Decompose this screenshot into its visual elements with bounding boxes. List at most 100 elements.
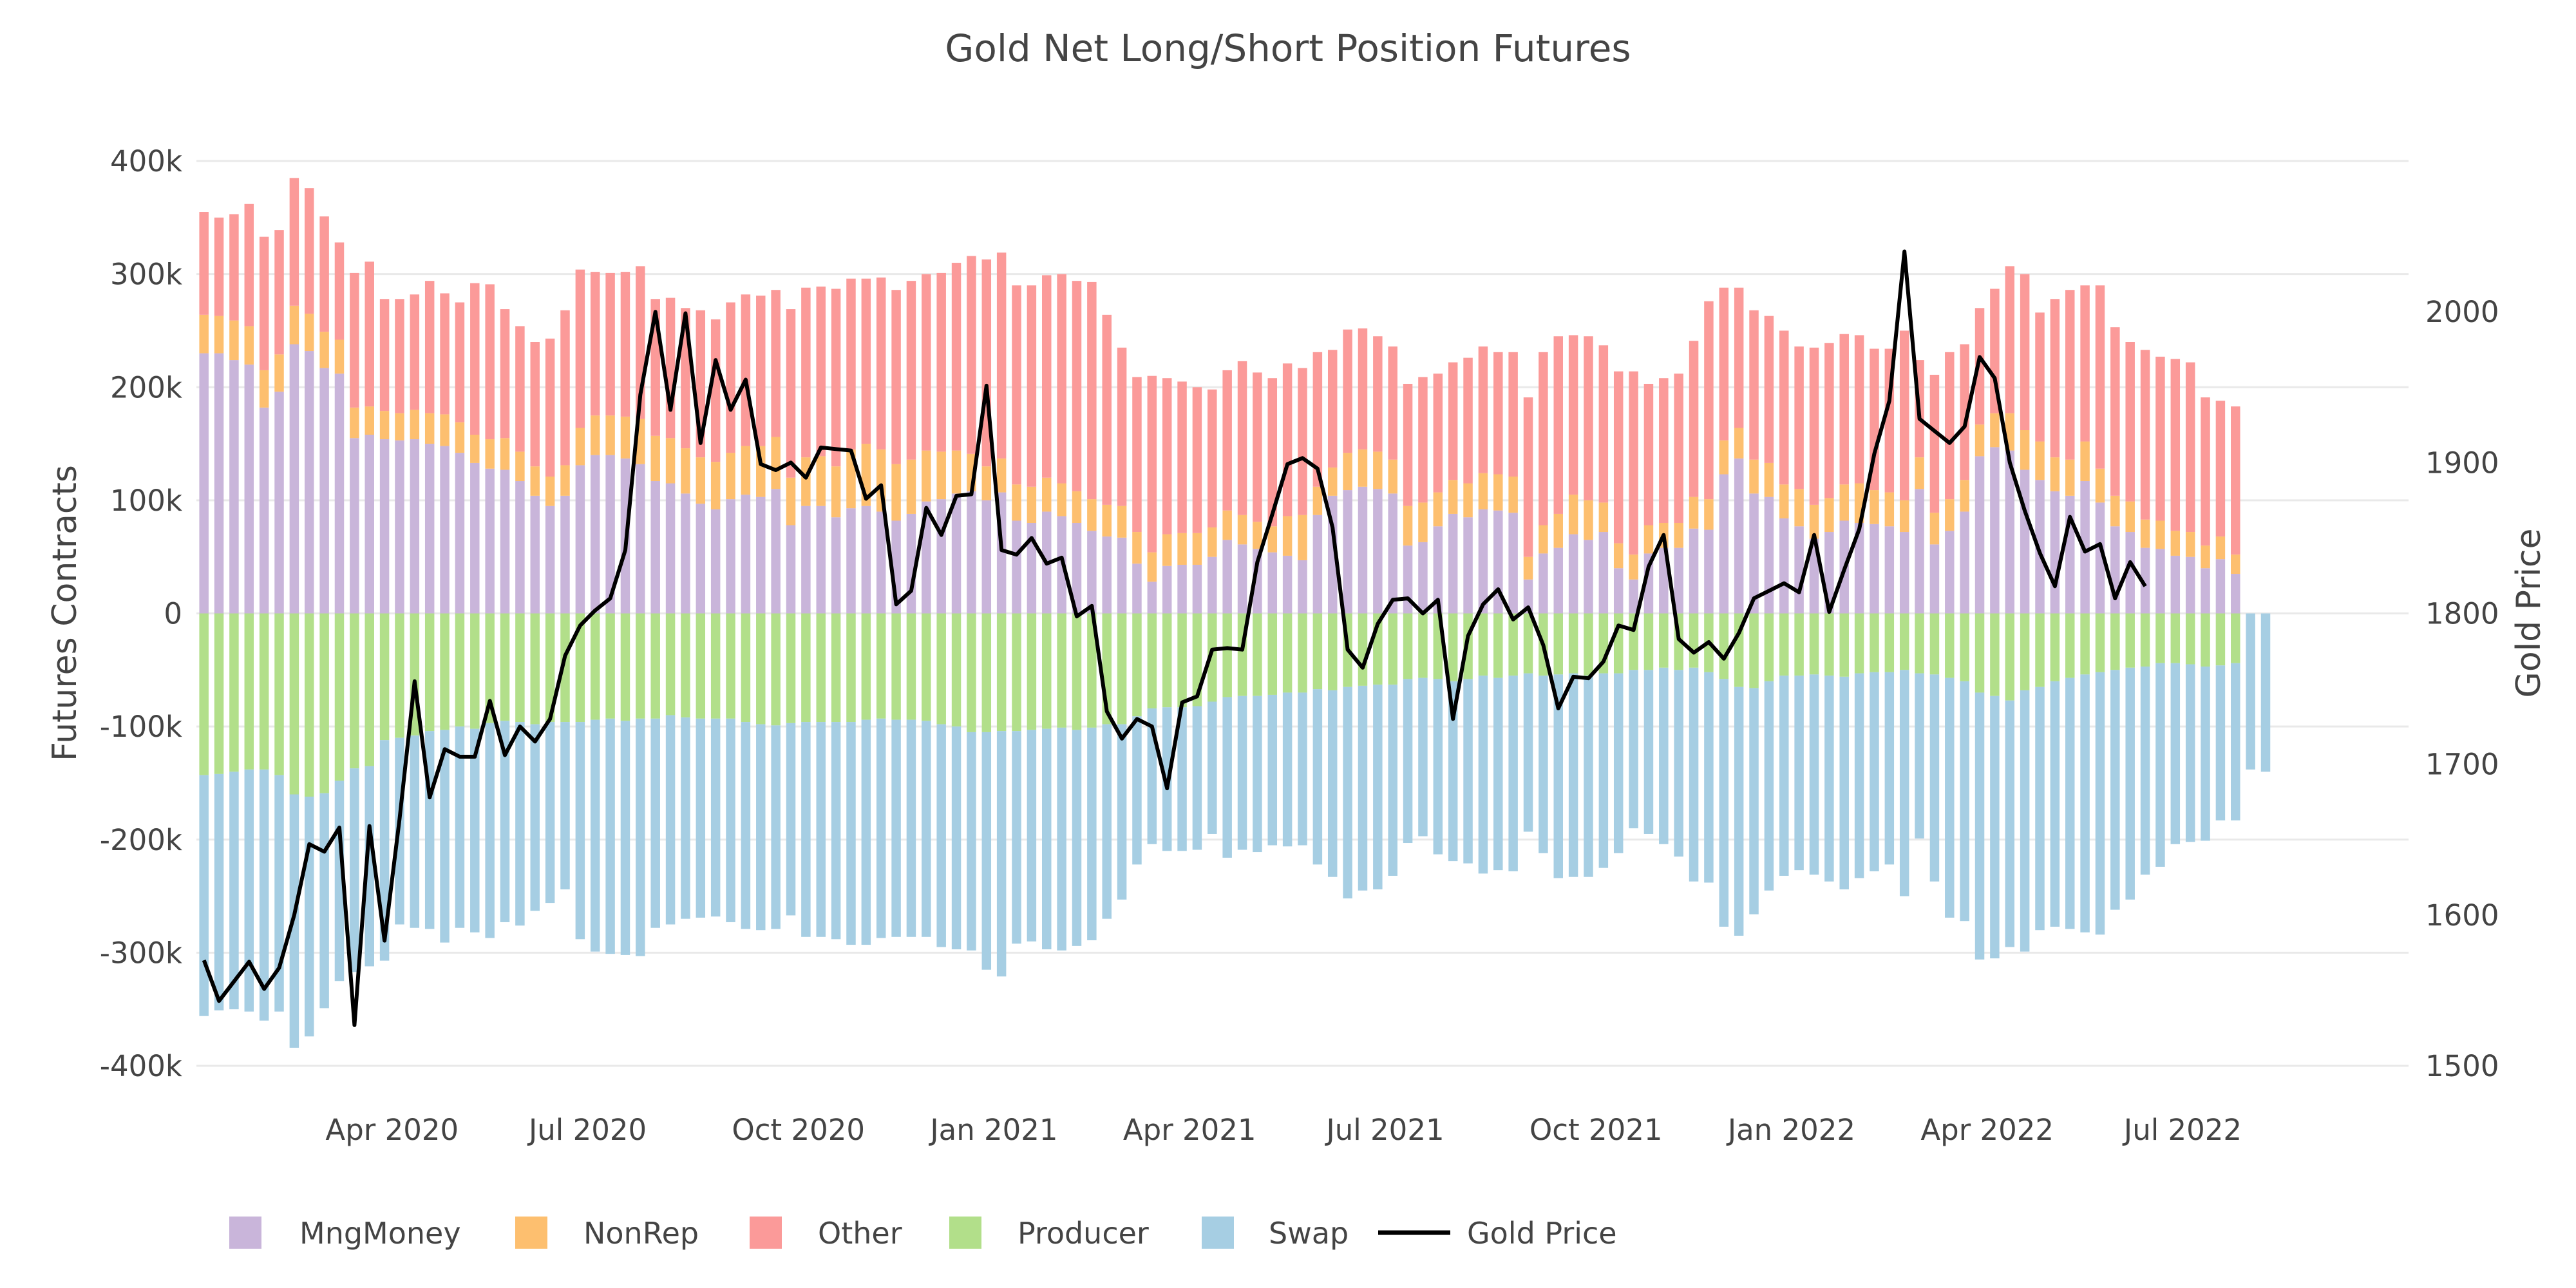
- bar-other: [2125, 342, 2135, 502]
- bar-producer: [1388, 613, 1397, 685]
- bar-mngmoney: [1689, 528, 1699, 614]
- bar-mngmoney: [1884, 526, 1895, 614]
- bar-producer: [590, 613, 600, 720]
- bar-swap: [1870, 672, 1879, 871]
- bar-nonrep: [1870, 490, 1879, 524]
- bar-swap: [1358, 685, 1368, 891]
- y2-tick-label: 1500: [2425, 1049, 2499, 1083]
- bar-other: [1147, 375, 1157, 553]
- bar-mngmoney: [350, 438, 359, 614]
- bar-nonrep: [1553, 513, 1563, 548]
- legend-item-gold-price[interactable]: Gold Price: [1378, 1216, 1617, 1251]
- bar-producer: [786, 613, 796, 723]
- legend-swatch-other: [750, 1217, 782, 1249]
- bar-other: [1523, 397, 1533, 557]
- bar-swap: [2155, 663, 2165, 867]
- bar-mngmoney: [500, 469, 510, 614]
- bar-producer: [1162, 613, 1172, 708]
- bar-other: [424, 281, 435, 413]
- bar-producer: [2095, 613, 2105, 672]
- bar-mngmoney: [1358, 486, 1368, 614]
- bar-other: [1237, 361, 1247, 515]
- bar-other: [1208, 389, 1217, 528]
- bar-mngmoney: [861, 506, 871, 614]
- bar-mngmoney: [440, 446, 450, 614]
- bar-producer: [967, 613, 976, 732]
- bar-swap: [530, 724, 540, 911]
- bar-mngmoney: [1598, 532, 1609, 614]
- legend-item-swap[interactable]: Swap: [1202, 1216, 1349, 1251]
- bar-nonrep: [440, 414, 450, 446]
- bar-swap: [967, 732, 976, 951]
- bar-nonrep: [1343, 453, 1352, 491]
- bar-swap: [1584, 676, 1593, 877]
- bar-swap: [1087, 727, 1097, 941]
- bar-nonrep: [2110, 495, 2120, 527]
- bar-mngmoney: [2050, 491, 2060, 614]
- bar-producer: [665, 613, 676, 715]
- bar-nonrep: [2095, 468, 2105, 503]
- bar-swap: [274, 775, 284, 1012]
- bar-producer: [1689, 613, 1699, 668]
- bar-mngmoney: [636, 464, 645, 614]
- bar-other: [996, 252, 1007, 459]
- bar-mngmoney: [696, 504, 706, 614]
- bar-mngmoney: [1222, 540, 1232, 614]
- bar-other: [726, 302, 735, 453]
- bar-producer: [274, 613, 284, 775]
- bar-nonrep: [2155, 520, 2165, 549]
- legend-item-nonrep[interactable]: NonRep: [515, 1216, 699, 1251]
- bar-mngmoney: [1629, 579, 1638, 614]
- bar-producer: [876, 613, 886, 719]
- bar-producer: [365, 613, 374, 766]
- legend-label-producer: Producer: [1018, 1216, 1149, 1251]
- legend-item-producer[interactable]: Producer: [949, 1216, 1149, 1251]
- bar-mngmoney: [1613, 568, 1624, 614]
- legend: MngMoney NonRep Other Producer Swap Gold…: [229, 1216, 1617, 1251]
- bar-producer: [500, 613, 510, 721]
- bar-other: [1027, 285, 1037, 487]
- bar-nonrep: [1990, 413, 2000, 448]
- bar-nonrep: [1629, 554, 1638, 580]
- bar-mngmoney: [244, 365, 254, 614]
- bar-other: [967, 256, 976, 454]
- bar-other: [334, 242, 345, 340]
- bar-mngmoney: [1779, 518, 1789, 614]
- bar-mngmoney: [1102, 536, 1112, 614]
- bar-nonrep: [1147, 552, 1157, 582]
- bar-producer: [801, 613, 811, 723]
- bar-other: [2020, 274, 2030, 430]
- bar-nonrep: [1689, 497, 1699, 529]
- bar-other: [1312, 352, 1323, 487]
- bar-producer: [1298, 613, 1307, 693]
- bar-mngmoney: [1493, 510, 1503, 614]
- bar-swap: [996, 731, 1007, 977]
- legend-item-mngmoney[interactable]: MngMoney: [229, 1216, 461, 1251]
- bar-nonrep: [2231, 554, 2240, 574]
- bar-other: [259, 236, 269, 370]
- bar-producer: [259, 613, 269, 770]
- bar-other: [1358, 328, 1368, 450]
- bar-producer: [1749, 613, 1759, 688]
- bar-other: [1222, 370, 1232, 511]
- bar-other: [1749, 310, 1759, 460]
- bar-nonrep: [1749, 459, 1759, 494]
- bar-nonrep: [1208, 527, 1217, 557]
- bar-other: [1493, 352, 1503, 475]
- bar-mngmoney: [831, 517, 841, 614]
- bar-producer: [1990, 613, 2000, 696]
- bar-producer: [1177, 613, 1187, 708]
- bar-other: [319, 216, 329, 332]
- bar-mngmoney: [967, 491, 976, 614]
- bar-other: [2035, 312, 2045, 442]
- bar-swap: [1975, 692, 1985, 960]
- y-tick-label: 200k: [110, 370, 182, 404]
- bar-other: [1042, 275, 1052, 478]
- bar-mngmoney: [560, 495, 570, 614]
- bar-mngmoney: [2125, 532, 2135, 614]
- bar-other: [710, 319, 721, 462]
- legend-item-other[interactable]: Other: [750, 1216, 902, 1251]
- bar-other: [1539, 352, 1548, 526]
- bar-nonrep: [1613, 543, 1624, 569]
